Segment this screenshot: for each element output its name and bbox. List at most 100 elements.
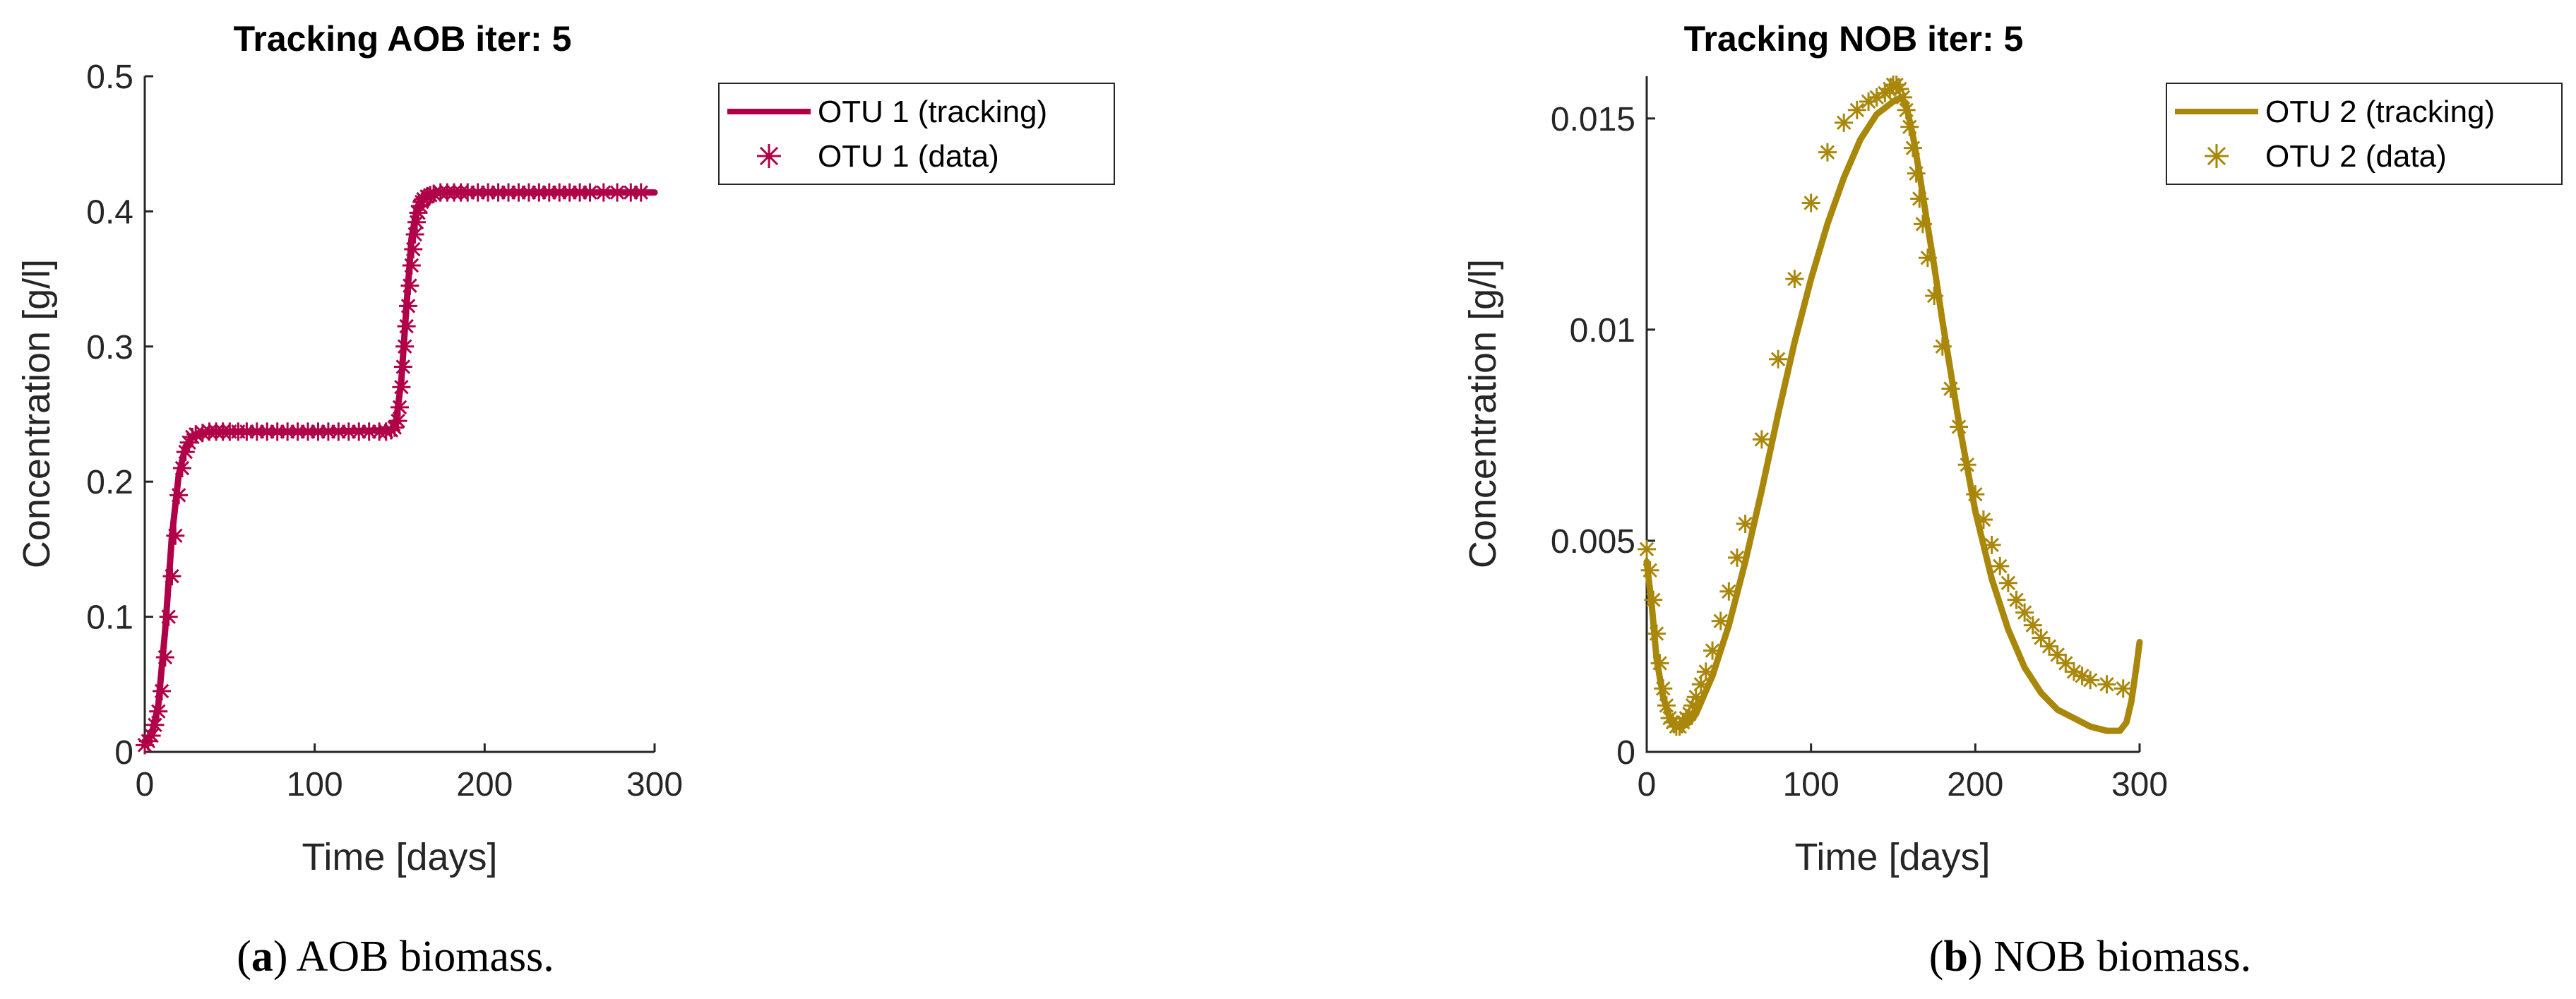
y-tick-label: 0.3 <box>86 329 133 366</box>
data-point-aob <box>288 422 307 441</box>
chart-title-nob: Tracking NOB iter: 5 <box>1684 19 2024 59</box>
data-point-nob <box>1752 430 1771 449</box>
data-point-aob <box>162 567 181 586</box>
data-point-aob <box>404 239 423 258</box>
data-point-aob <box>390 397 409 417</box>
data-point-aob <box>392 378 411 397</box>
x-tick-label: 0 <box>1638 766 1657 803</box>
data-point-nob <box>2064 662 2083 681</box>
data-point-nob <box>1925 287 1944 306</box>
y-tick-label: 0.1 <box>86 599 133 637</box>
data-point-nob <box>1719 582 1739 601</box>
data-point-nob <box>1897 100 1916 119</box>
y-tick-label: 0.4 <box>86 193 133 231</box>
y-axis-label-nob: Concentration [g/l] <box>1462 259 1504 568</box>
data-point-nob <box>1900 117 1919 136</box>
data-point-aob <box>405 225 424 244</box>
data-point-nob <box>1640 561 1659 580</box>
data-point-aob <box>631 183 650 202</box>
data-point-nob <box>1650 654 1669 673</box>
data-point-aob <box>519 183 538 202</box>
legend-box-nob <box>2166 83 2563 185</box>
legend-nob: OTU 2 (tracking) OTU 2 (data) <box>2166 83 2563 185</box>
x-tick-label: 200 <box>1947 766 2003 803</box>
data-point-nob <box>1696 662 1715 681</box>
data-point-nob <box>1703 641 1722 660</box>
x-tick-label: 100 <box>287 766 343 803</box>
data-point-nob <box>2023 616 2042 635</box>
data-point-nob <box>1966 485 1985 504</box>
data-point-aob <box>155 648 174 667</box>
data-point-aob <box>172 459 191 478</box>
data-point-nob <box>1654 679 1673 698</box>
series-line-aob-tracking <box>141 189 658 745</box>
caption-a-text: ) AOB biomass. <box>273 933 554 981</box>
x-tick-label: 300 <box>626 766 683 803</box>
caption-b: (b) NOB biomass. <box>1929 933 2251 981</box>
data-point-nob <box>1847 100 1866 119</box>
caption-a-label: a <box>251 933 273 981</box>
data-point-nob <box>2113 679 2133 698</box>
data-point-nob <box>1933 337 1952 356</box>
data-point-aob <box>400 276 419 295</box>
data-point-nob <box>1785 270 1804 289</box>
y-tick-label: 0 <box>1616 734 1635 772</box>
data-point-aob <box>153 681 172 700</box>
legend-entry-aob-data: OTU 1 (data) <box>818 139 999 174</box>
x-tick-label: 0 <box>136 766 155 803</box>
data-point-nob <box>1769 349 1788 369</box>
ticks-nob: 0 100 200 300 0 0.005 0.01 0.015 <box>1551 101 2168 803</box>
legend-aob: OTU 1 (tracking) OTU 1 (data) <box>718 83 1115 185</box>
x-tick-label: 200 <box>456 766 513 803</box>
caption-a: (a) AOB biomass. <box>237 933 554 981</box>
data-point-aob <box>388 412 407 431</box>
x-tick-label: 100 <box>1783 766 1839 803</box>
y-tick-label: 0.005 <box>1551 523 1635 561</box>
y-tick-label: 0.01 <box>1570 312 1635 349</box>
legend-star-aob <box>757 144 781 168</box>
data-point-nob <box>2007 590 2026 609</box>
data-point-nob <box>1913 215 1932 234</box>
y-axis-label-aob: Concentration [g/l] <box>16 259 58 568</box>
data-point-nob <box>1910 189 1929 208</box>
data-point-nob <box>1835 113 1854 132</box>
data-point-nob <box>1893 88 1912 107</box>
legend-entry-aob-tracking: OTU 1 (tracking) <box>818 95 1047 129</box>
legend-box-aob <box>718 83 1115 185</box>
legend-entry-nob-data: OTU 2 (data) <box>2265 139 2447 174</box>
data-point-nob <box>1727 548 1746 567</box>
y-tick-label: 0 <box>114 734 133 772</box>
data-point-aob <box>159 607 178 626</box>
data-point-nob <box>1638 539 1656 558</box>
ticks-aob: 0 100 200 300 0 0.1 0.2 0.3 0.4 0.5 <box>86 59 683 803</box>
chart-title-aob: Tracking AOB iter: 5 <box>234 19 572 59</box>
legend-marker-swatch-nob <box>2205 144 2229 168</box>
x-axis-label-nob: Time [days] <box>1794 836 1990 878</box>
y-tick-label: 0.5 <box>86 59 133 96</box>
data-point-nob <box>2081 671 2100 690</box>
data-point-aob <box>169 486 189 505</box>
panel-aob: Tracking AOB iter: 5 0 100 200 300 0 0.1 0.2 0.… <box>16 19 1115 878</box>
data-point-nob <box>1950 417 1969 436</box>
series-line-nob-tracking <box>1643 94 2143 734</box>
data-point-aob <box>395 337 415 356</box>
legend-marker-swatch-aob <box>757 144 781 168</box>
data-point-nob <box>1991 556 2010 575</box>
plot-area-aob <box>136 183 658 755</box>
data-point-nob <box>1647 624 1666 643</box>
y-tick-label: 0.015 <box>1551 101 1635 138</box>
data-point-aob <box>402 256 421 275</box>
data-point-aob <box>397 317 416 336</box>
data-point-aob <box>138 731 157 750</box>
panel-nob: Tracking NOB iter: 5 0 100 200 300 0 0.005 0.0… <box>1462 19 2563 878</box>
x-tick-label: 300 <box>2111 766 2168 803</box>
data-point-nob <box>2097 675 2116 694</box>
data-point-nob <box>1907 164 1926 183</box>
data-point-aob <box>399 297 418 316</box>
caption-b-label: b <box>1943 933 1967 981</box>
data-point-nob <box>1982 535 2001 554</box>
x-axis-label-aob: Time [days] <box>302 836 497 878</box>
data-point-aob <box>468 183 487 202</box>
data-point-nob <box>1903 138 1922 157</box>
